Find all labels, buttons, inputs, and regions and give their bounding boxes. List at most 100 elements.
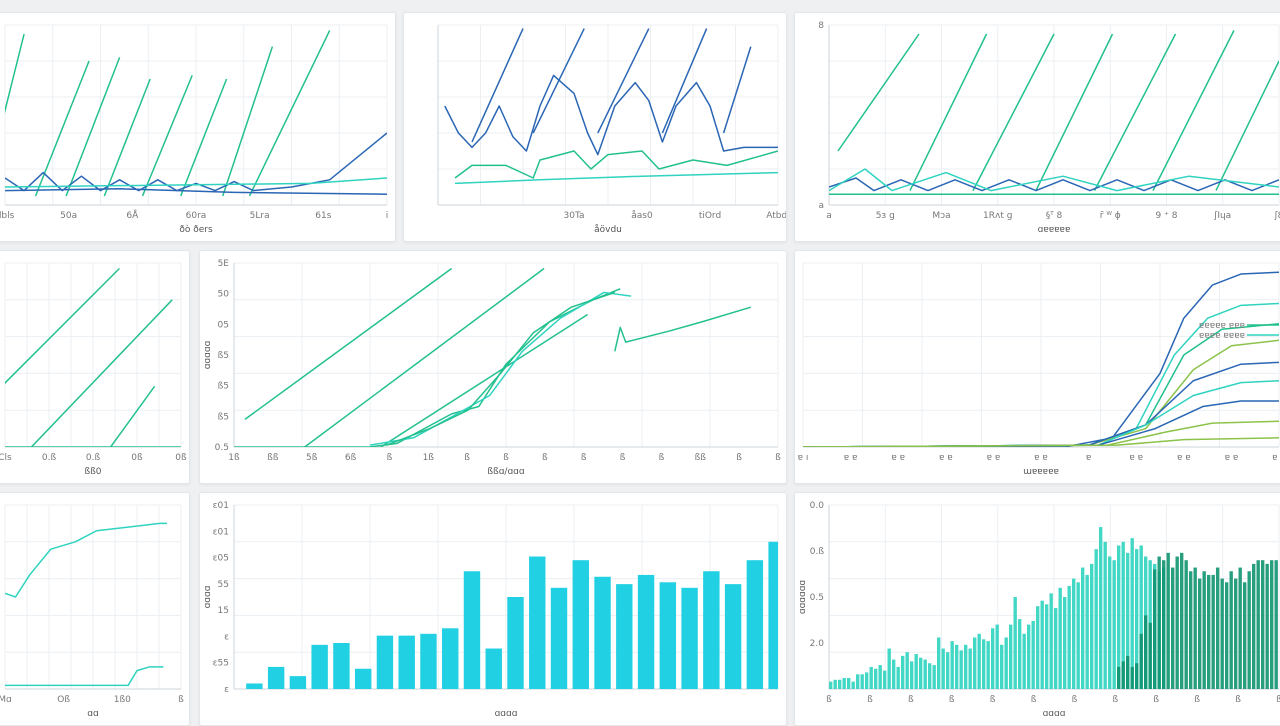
series-line [109,385,156,447]
x-axis-label: ðò ðers [179,224,213,235]
histogram-bar [955,644,959,689]
bar [659,582,677,689]
series-line [244,267,453,421]
series-line [471,28,524,143]
x-tick-label: 6Å [126,209,139,221]
histogram-bar [1081,567,1085,689]
x-tick-label: ȓ ᵂ ɸ [1100,211,1121,221]
histogram-bar [1234,578,1238,689]
x-tick-label: dbls [0,211,15,221]
histogram-bar [1076,582,1080,689]
histogram-bar [1166,552,1170,689]
histogram-bar [1000,644,1004,689]
y-tick-label: ɛ [224,685,229,695]
chart-svg: a 5ɜ g Mɔa 1Rʌt g §ᵀ 8 ȓ ᵂ ɸ 9 ⁺ 8 ʃIɥa ʃ8 a 8 ɑɐɐɐ… [818,21,1280,235]
x-tick-label: åas0 [631,210,653,221]
x-tick-label: 30Ta [564,211,585,221]
x-tick-label: ɐ ɐ [1034,453,1048,463]
histogram-bar [982,639,986,689]
bar [333,643,350,689]
series-line [1215,60,1279,191]
x-tick-label: 5ɜ g [876,211,895,221]
histogram-bar [1225,582,1229,689]
histogram-bar [1090,563,1094,689]
histogram-bar [1009,624,1013,689]
series-line [909,33,988,191]
bar [550,587,568,689]
histogram-bar [1180,552,1184,689]
histogram-bar [1103,541,1107,689]
x-tick-label: ß [503,453,509,463]
series-line [30,299,173,447]
chart-svg: 30Ta åas0 tiOrd Atbdl åövdu [437,24,786,235]
x-tick-label: ßß [695,453,707,463]
histogram-bar [1265,563,1269,689]
x-tick-label: 1ß0 [114,695,131,705]
x-tick-label: Cls [0,453,12,463]
series-line [614,306,752,352]
histogram-bar [1130,666,1134,689]
plot-area [5,30,387,197]
histogram-bar [1270,560,1274,689]
x-tick-label: ɐ ı [798,453,809,463]
histogram-bar [1063,597,1067,689]
histogram-bar [937,637,941,689]
histogram-bar [1094,549,1098,689]
histogram-bar [1139,633,1143,689]
histogram-bar [892,659,896,689]
x-tick-label: 9 ⁺ 8 [1156,211,1178,221]
histogram-bar [1175,556,1179,689]
histogram-bar [1018,619,1022,689]
y-tick-label: a [818,201,824,211]
chart-svg: ɛ ɛ55 ɛ 15 55 ɛ05 ɛ01 ɛ01 ɑɑɑɑ ɑɑɑɑ [203,501,779,719]
x-tick-label: ß [736,453,742,463]
histogram-bar [950,641,954,689]
histogram-bar [964,644,968,689]
histogram-bar [1036,606,1040,689]
histogram-bar [1216,567,1220,689]
x-tick-label: 61s [315,211,331,221]
series-line [829,168,1279,192]
series-line [5,666,164,687]
histogram-bar [1184,560,1188,689]
y-tick-label: 50 [218,290,230,300]
bar [354,668,372,689]
x-axis-label: åövdu [594,224,622,235]
y-tick-label: ß5 [218,382,229,392]
histogram-bar [1112,560,1116,689]
bar [637,574,655,689]
histogram-bar [928,663,932,689]
bar [724,584,742,689]
series-line [369,291,632,446]
histogram-bar [1238,567,1242,689]
histogram-bar [1117,666,1121,689]
x-tick-label: ß [908,695,914,705]
y-tick-label: ɛ01 [213,527,229,537]
bar [746,560,764,689]
histogram-bar [883,670,887,689]
chart-svg: Cls 0.ß 0.ß 0ß 0ß ßß0 [0,262,187,477]
x-tick-label: 0.ß [86,453,101,463]
histogram-bar [896,666,900,689]
histogram-bar [887,648,891,689]
series-line [5,188,387,195]
histogram-bar [1121,661,1125,689]
bar [703,571,720,689]
x-tick-label: Oß [57,695,70,705]
plot-area [234,267,752,447]
x-tick-label: 0ß [175,453,187,463]
y-tick-label: 0.5 [215,443,229,453]
series-line [597,28,650,134]
bar [616,584,633,689]
histogram-bar [829,681,833,689]
histogram-bar [1202,571,1206,689]
x-tick-label: ß [826,695,832,705]
histogram-bar [1135,663,1139,689]
histogram-bar [932,665,936,689]
series-line [386,291,616,446]
histogram-bar [878,665,882,689]
chart-panel-3: a 5ɜ g Mɔa 1Rʌt g §ᵀ 8 ȓ ᵂ ɸ 9 ⁺ 8 ʃIɥa ʃ8 a 8 ɑɐɐɐ… [794,12,1280,242]
histogram-bar [860,674,864,689]
histogram-bar [1171,567,1175,689]
histogram-bar [838,679,842,689]
